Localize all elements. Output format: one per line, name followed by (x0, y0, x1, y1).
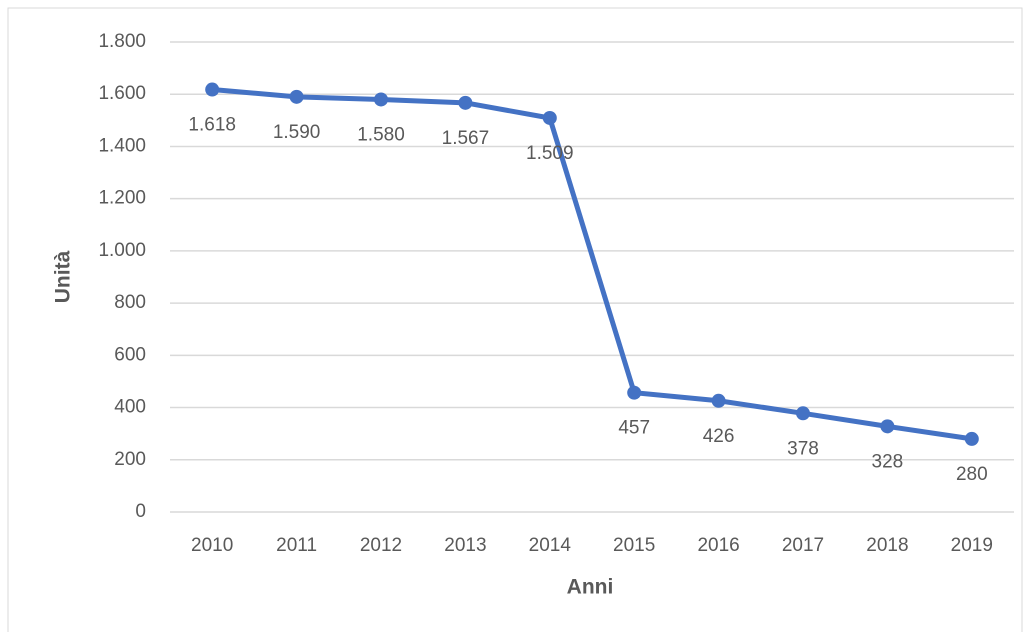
data-point (627, 385, 642, 400)
y-tick-label: 0 (135, 501, 146, 522)
x-tick-label: 2013 (444, 535, 486, 556)
data-point (796, 406, 810, 421)
y-tick-label: 1.600 (98, 83, 146, 104)
data-label: 1.580 (357, 124, 405, 145)
x-tick-label: 2017 (782, 535, 824, 556)
data-label: 1.590 (273, 122, 321, 143)
y-tick-label: 400 (114, 397, 146, 418)
data-label: 1.509 (526, 143, 574, 164)
x-tick-label: 2010 (191, 535, 233, 556)
x-tick-label: 2012 (360, 535, 402, 556)
data-point (711, 393, 726, 408)
data-point (205, 82, 220, 97)
data-label: 378 (787, 438, 819, 459)
data-label: 328 (872, 451, 904, 472)
data-point (289, 89, 304, 104)
data-point (458, 95, 473, 110)
data-point (542, 110, 557, 125)
y-axis-title: Unità (52, 250, 75, 303)
x-tick-label: 2019 (951, 535, 993, 556)
y-tick-label: 1.800 (98, 31, 146, 52)
data-label: 1.567 (442, 128, 490, 149)
data-label: 280 (956, 464, 988, 485)
data-label: 457 (618, 418, 650, 439)
series-line (211, 87, 973, 442)
y-tick-label: 600 (114, 344, 146, 365)
y-tick-label: 800 (114, 292, 146, 313)
data-label: 1.618 (188, 115, 236, 136)
y-tick-label: 1.000 (98, 240, 146, 261)
data-point (964, 431, 979, 446)
data-label: 426 (703, 426, 735, 447)
x-axis-title: Anni (567, 576, 614, 599)
chart-border (7, 7, 1023, 637)
x-tick-label: 2011 (276, 535, 317, 556)
x-tick-label: 2014 (529, 535, 572, 556)
data-point (374, 92, 388, 107)
y-tick-label: 1.200 (98, 188, 146, 209)
data-point (880, 419, 895, 434)
x-tick-label: 2015 (613, 535, 655, 556)
x-tick-label: 2016 (697, 535, 739, 556)
x-tick-label: 2018 (866, 535, 908, 556)
y-tick-label: 200 (114, 449, 146, 470)
y-tick-label: 1.400 (98, 135, 146, 156)
